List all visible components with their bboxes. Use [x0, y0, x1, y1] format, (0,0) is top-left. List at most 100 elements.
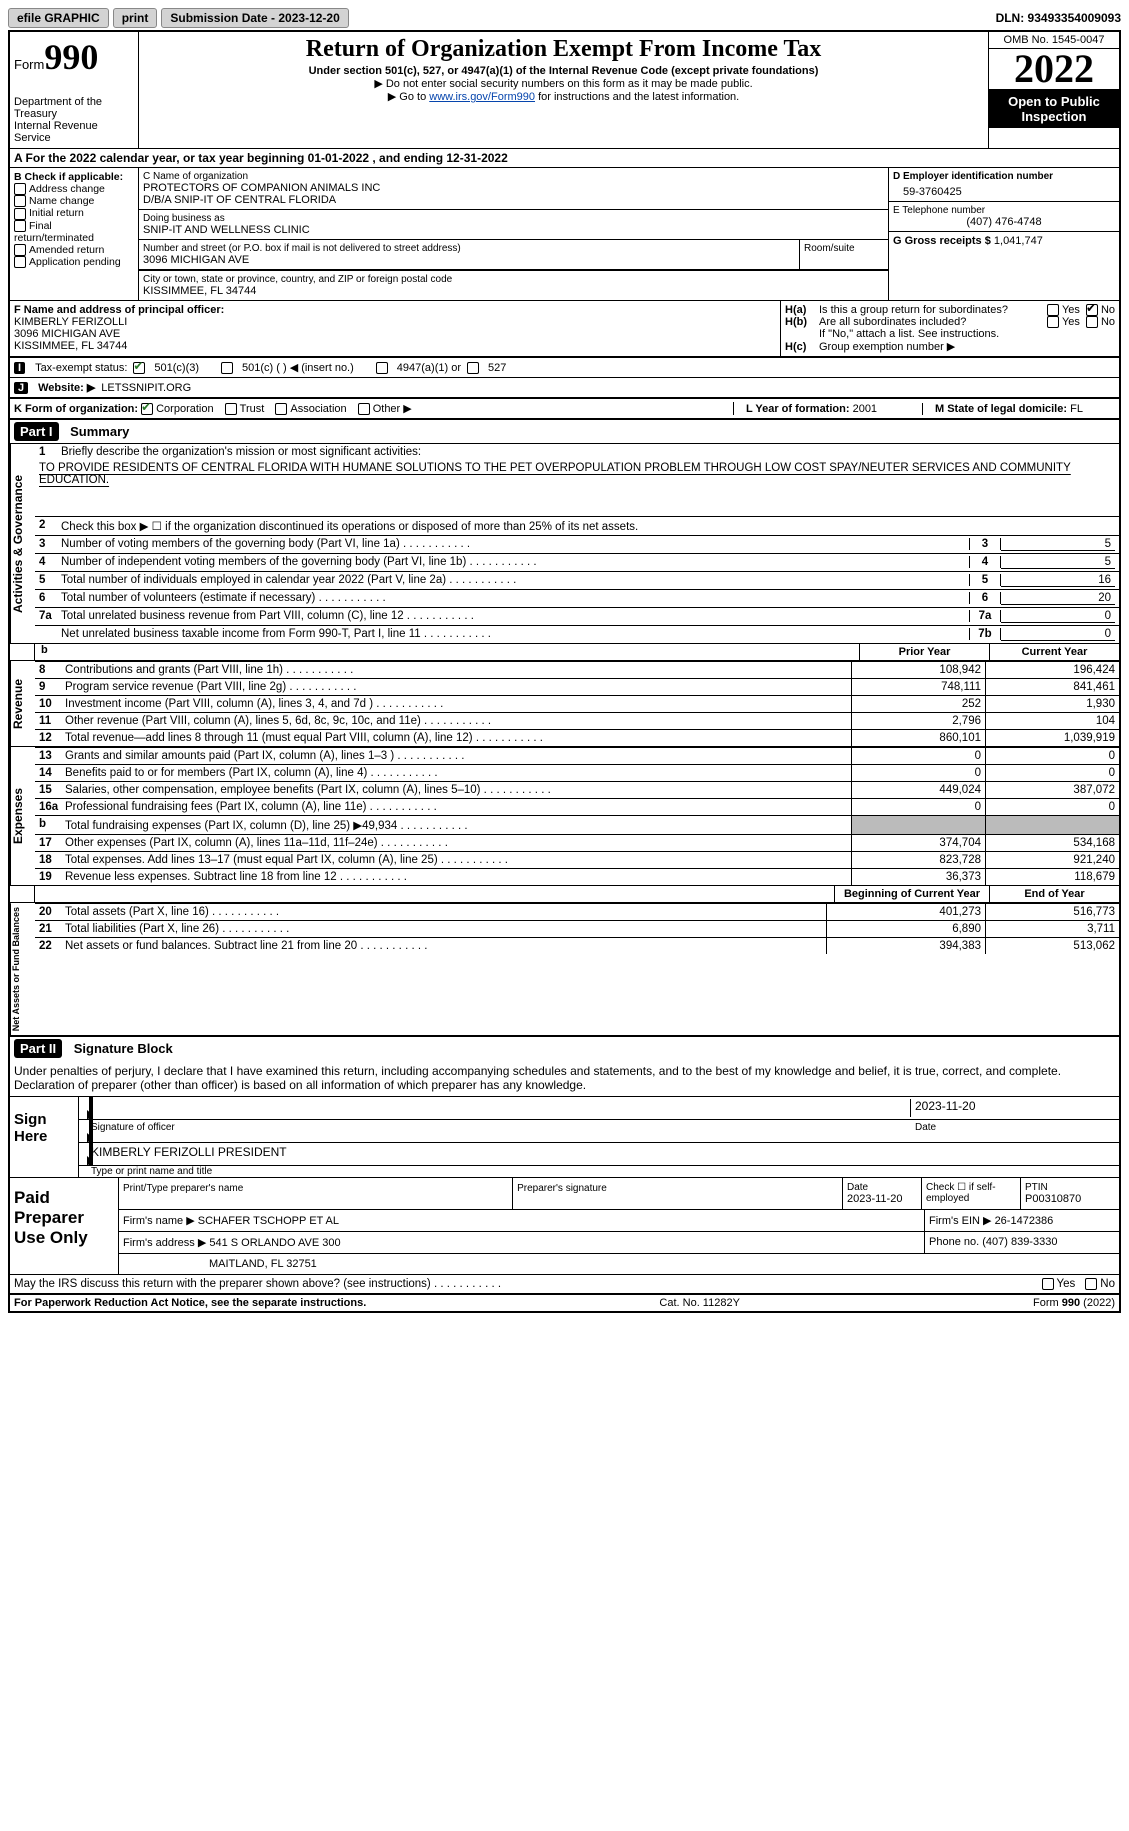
opt-527[interactable]: 527 — [488, 362, 506, 374]
prep-date: 2023-11-20 — [847, 1193, 917, 1205]
irs-link[interactable]: www.irs.gov/Form990 — [429, 91, 535, 103]
table-row: 22Net assets or fund balances. Subtract … — [35, 937, 1119, 954]
opt-501c3[interactable]: 501(c)(3) — [154, 362, 199, 374]
table-row: 21Total liabilities (Part X, line 26) 6,… — [35, 920, 1119, 937]
officer-print-name: KIMBERLY FERIZOLLI PRESIDENT — [91, 1145, 287, 1159]
firm-ein-label: Firm's EIN ▶ — [929, 1215, 992, 1227]
q2-num: 2 — [39, 519, 61, 531]
q1-num: 1 — [39, 446, 61, 458]
gov-line: Net unrelated business taxable income fr… — [35, 625, 1119, 643]
ha-yes[interactable]: Yes — [1062, 304, 1080, 316]
ha-no[interactable]: No — [1101, 304, 1115, 316]
hdr-curr: Current Year — [989, 644, 1119, 660]
hb-no[interactable]: No — [1101, 316, 1115, 328]
department-label: Department of the Treasury Internal Reve… — [14, 96, 134, 144]
form-number: 990 — [44, 37, 98, 77]
firm-ein: 26-1472386 — [995, 1215, 1054, 1227]
may-yes[interactable]: Yes — [1057, 1278, 1076, 1290]
b-opt-pending[interactable]: Application pending — [29, 256, 121, 268]
vtab-revenue: Revenue — [10, 661, 35, 746]
cat-no: Cat. No. 11282Y — [659, 1297, 740, 1309]
vtab-activities: Activities & Governance — [10, 444, 35, 643]
form-subtitle: Under section 501(c), 527, or 4947(a)(1)… — [145, 65, 982, 77]
prep-name-label: Print/Type preparer's name — [123, 1183, 243, 1194]
b-opt-initial[interactable]: Initial return — [29, 207, 84, 219]
ein-label: D Employer identification number — [893, 171, 1115, 182]
firm-phone-label: Phone no. — [929, 1236, 979, 1248]
may-no[interactable]: No — [1100, 1278, 1115, 1290]
table-row: 8Contributions and grants (Part VIII, li… — [35, 661, 1119, 678]
k-other[interactable]: Other ▶ — [373, 403, 412, 415]
firm-phone: (407) 839-3330 — [982, 1236, 1057, 1248]
q2-text: Check this box ▶ ☐ if the organization d… — [61, 519, 1115, 533]
form-container: Form990 Department of the Treasury Inter… — [8, 30, 1121, 1313]
part-i-tag: Part I — [14, 422, 59, 441]
table-row: 19Revenue less expenses. Subtract line 1… — [35, 868, 1119, 885]
b-opt-name[interactable]: Name change — [29, 195, 94, 207]
prep-sig-label: Preparer's signature — [517, 1183, 607, 1194]
table-row: 13Grants and similar amounts paid (Part … — [35, 747, 1119, 764]
self-employed-check[interactable]: Check ☐ if self-employed — [922, 1178, 1021, 1209]
top-toolbar: efile GRAPHIC print Submission Date - 20… — [8, 8, 1121, 28]
table-row: 18Total expenses. Add lines 13–17 (must … — [35, 851, 1119, 868]
website-label: Website: ▶ — [38, 381, 95, 394]
b-opt-address[interactable]: Address change — [29, 183, 105, 195]
street-address: 3096 MICHIGAN AVE — [143, 254, 795, 266]
firm-name: SCHAFER TSCHOPP ET AL — [198, 1215, 339, 1227]
note-link-pre: ▶ Go to — [388, 91, 429, 103]
ptin-value: P00310870 — [1025, 1193, 1115, 1205]
form-990-label: Form990 — [14, 36, 134, 78]
perjury-text: Under penalties of perjury, I declare th… — [10, 1060, 1119, 1096]
b-label: B Check if applicable: — [14, 171, 134, 183]
firm-name-label: Firm's name ▶ — [123, 1215, 195, 1227]
table-row: 14Benefits paid to or for members (Part … — [35, 764, 1119, 781]
print-name-label: Type or print name and title — [79, 1166, 1119, 1177]
ha-text: Is this a group return for subordinates? — [819, 304, 1047, 316]
footer-form: Form 990 (2022) — [1033, 1297, 1115, 1309]
k-corp[interactable]: Corporation — [156, 403, 213, 415]
part-ii-title: Signature Block — [74, 1041, 173, 1056]
firm-city: MAITLAND, FL 32751 — [119, 1254, 1119, 1274]
paperwork-notice: For Paperwork Reduction Act Notice, see … — [14, 1297, 366, 1309]
sig-date-label: Date — [915, 1122, 1115, 1140]
tax-year: 2022 — [989, 49, 1119, 90]
hb-yes[interactable]: Yes — [1062, 316, 1080, 328]
paid-preparer-label: Paid Preparer Use Only — [10, 1178, 119, 1274]
line-a-period: A For the 2022 calendar year, or tax yea… — [10, 149, 1119, 168]
j-tag: J — [14, 382, 28, 394]
firm-addr-label: Firm's address ▶ — [123, 1237, 206, 1249]
addr-label: Number and street (or P.O. box if mail i… — [143, 243, 795, 254]
opt-4947[interactable]: 4947(a)(1) or — [397, 362, 461, 374]
i-tag: I — [14, 362, 25, 374]
dba-label: Doing business as — [143, 213, 884, 224]
gov-line: 5Total number of individuals employed in… — [35, 571, 1119, 589]
firm-addr: 541 S ORLANDO AVE 300 — [209, 1237, 340, 1249]
gov-line: 6Total number of volunteers (estimate if… — [35, 589, 1119, 607]
k-trust[interactable]: Trust — [240, 403, 265, 415]
gross-value: 1,041,747 — [994, 235, 1043, 247]
q1-text: Briefly describe the organization's miss… — [61, 446, 1115, 458]
efile-label: efile GRAPHIC — [8, 8, 109, 28]
opt-501c[interactable]: 501(c) ( ) ◀ (insert no.) — [242, 361, 354, 374]
mission-text: TO PROVIDE RESIDENTS OF CENTRAL FLORIDA … — [35, 460, 1119, 517]
vtab-netassets: Net Assets or Fund Balances — [10, 903, 35, 1035]
form-title: Return of Organization Exempt From Incom… — [145, 36, 982, 63]
table-row: 17Other expenses (Part IX, column (A), l… — [35, 834, 1119, 851]
m-label: M State of legal domicile: — [935, 403, 1067, 415]
gov-line: 7aTotal unrelated business revenue from … — [35, 607, 1119, 625]
table-row: 9Program service revenue (Part VIII, lin… — [35, 678, 1119, 695]
ptin-label: PTIN — [1025, 1182, 1115, 1193]
k-assoc[interactable]: Association — [290, 403, 346, 415]
table-row: 12Total revenue—add lines 8 through 11 (… — [35, 729, 1119, 746]
gov-line: 3Number of voting members of the governi… — [35, 535, 1119, 553]
prep-date-label: Date — [847, 1182, 917, 1193]
l-value: 2001 — [853, 403, 877, 415]
print-button[interactable]: print — [113, 8, 158, 28]
b-opt-amended[interactable]: Amended return — [29, 244, 104, 256]
gross-label: G Gross receipts $ — [893, 235, 991, 247]
table-row: 15Salaries, other compensation, employee… — [35, 781, 1119, 798]
officer-addr: 3096 MICHIGAN AVE — [14, 328, 776, 340]
officer-name: KIMBERLY FERIZOLLI — [14, 316, 776, 328]
city-label: City or town, state or province, country… — [143, 274, 884, 285]
hb-tag: H(b) — [785, 316, 819, 328]
